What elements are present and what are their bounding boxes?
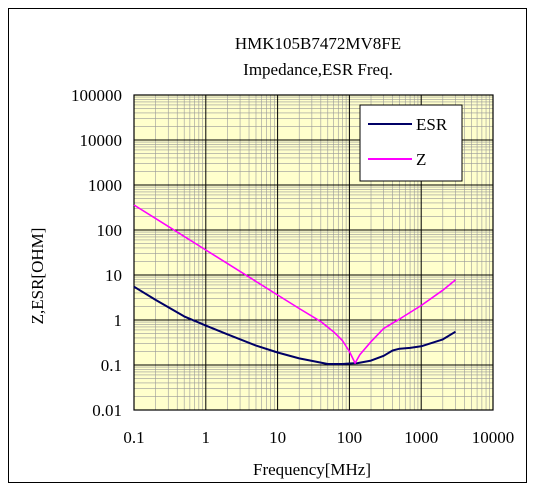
x-tick-label: 1	[202, 428, 211, 447]
x-axis-label: Frequency[MHz]	[253, 460, 371, 479]
chart-title: HMK105B7472MV8FE	[235, 34, 401, 53]
chart-subtitle: Impedance,ESR Freq.	[243, 60, 393, 79]
y-tick-label: 100	[97, 221, 123, 240]
legend: ESR Z	[360, 105, 462, 181]
x-tick-label: 1000	[404, 428, 438, 447]
y-tick-label: 0.01	[92, 401, 122, 420]
y-tick-label: 10000	[80, 131, 123, 150]
legend-label-z: Z	[416, 150, 426, 169]
y-axis-label: Z,ESR[OHM]	[28, 228, 47, 325]
x-tick-labels: 0.1 1 10 100 1000 10000	[123, 428, 514, 447]
y-tick-label: 1000	[88, 176, 122, 195]
x-tick-label: 10	[269, 428, 286, 447]
y-tick-label: 1	[114, 311, 123, 330]
y-tick-label: 100000	[71, 86, 122, 105]
y-tick-labels: 0.01 0.1 1 10 100 1000 10000 100000	[71, 86, 122, 420]
y-tick-label: 10	[105, 266, 122, 285]
x-tick-label: 0.1	[123, 428, 144, 447]
x-tick-label: 10000	[472, 428, 515, 447]
legend-label-esr: ESR	[416, 115, 448, 134]
y-tick-label: 0.1	[101, 356, 122, 375]
x-tick-label: 100	[337, 428, 363, 447]
